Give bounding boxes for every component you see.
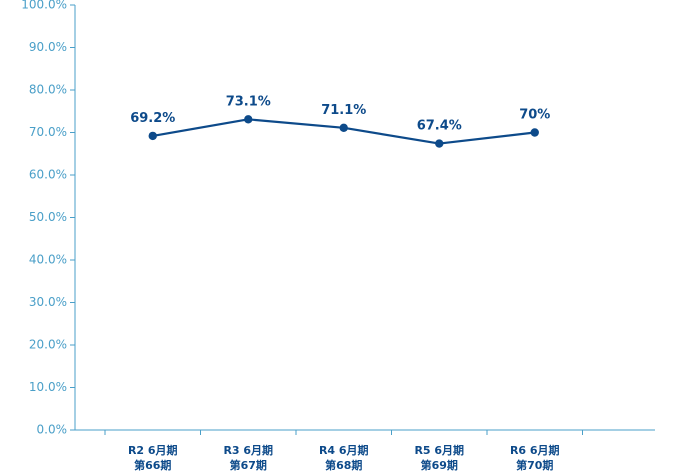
x-tick-label-line: 第67期 — [230, 458, 267, 472]
x-tick-label-line: R6 6月期 — [510, 443, 560, 457]
data-point — [339, 123, 348, 133]
x-tick-label: R5 6月期第69期 — [414, 443, 464, 472]
x-tick-label-line: R4 6月期 — [319, 443, 369, 457]
y-tick-label: 20.0% — [29, 338, 67, 352]
y-tick-label: 40.0% — [29, 253, 67, 267]
y-tick-label: 10.0% — [29, 380, 67, 394]
y-tick-label: 80.0% — [29, 83, 67, 97]
y-tick-label: 0.0% — [37, 423, 68, 437]
x-tick-label: R3 6月期第67期 — [223, 443, 273, 472]
x-axis: R2 6月期第66期 R3 6月期第67期 R4 6月期第68期 R5 6月期第69期… — [75, 429, 655, 472]
y-tick-label: 90.0% — [29, 40, 67, 54]
x-tick-label-line: R5 6月期 — [414, 443, 464, 457]
series-layer: 69.2% 73.1% 71.1% 67.4% 70% — [130, 94, 550, 148]
x-tick-label: R2 6月期第66期 — [128, 443, 178, 472]
y-tick-label: 30.0% — [29, 295, 67, 309]
x-tick-label-line: R2 6月期 — [128, 443, 178, 457]
data-point — [530, 128, 539, 137]
data-label: 73.1% — [226, 94, 271, 109]
y-tick-label: 50.0% — [29, 210, 67, 224]
x-tick-label-line: 第68期 — [325, 458, 362, 472]
x-tick-label: R4 6月期第68期 — [319, 443, 369, 472]
x-tick-label: R6 6月期第70期 — [510, 443, 560, 472]
y-tick-label: 60.0% — [29, 168, 67, 182]
data-label: 69.2% — [130, 111, 175, 126]
y-tick-label: 100.0% — [21, 0, 67, 12]
x-tick-label-line: 第70期 — [516, 458, 553, 472]
data-label: 71.1% — [321, 103, 366, 118]
data-label: 67.4% — [417, 119, 462, 134]
x-tick-label-line: R3 6月期 — [223, 443, 273, 457]
y-tick-label: 70.0% — [29, 125, 67, 139]
data-point — [244, 115, 253, 124]
x-tick-label-line: 第66期 — [134, 458, 171, 472]
data-label: 70% — [519, 108, 550, 123]
y-axis: 0.0% 10.0% 20.0% 30.0% 40.0% 50.0% 60.0% 70.0% 8… — [21, 0, 76, 437]
x-tick-label-line: 第69期 — [421, 458, 458, 472]
data-point — [435, 139, 444, 148]
data-point — [148, 131, 157, 141]
